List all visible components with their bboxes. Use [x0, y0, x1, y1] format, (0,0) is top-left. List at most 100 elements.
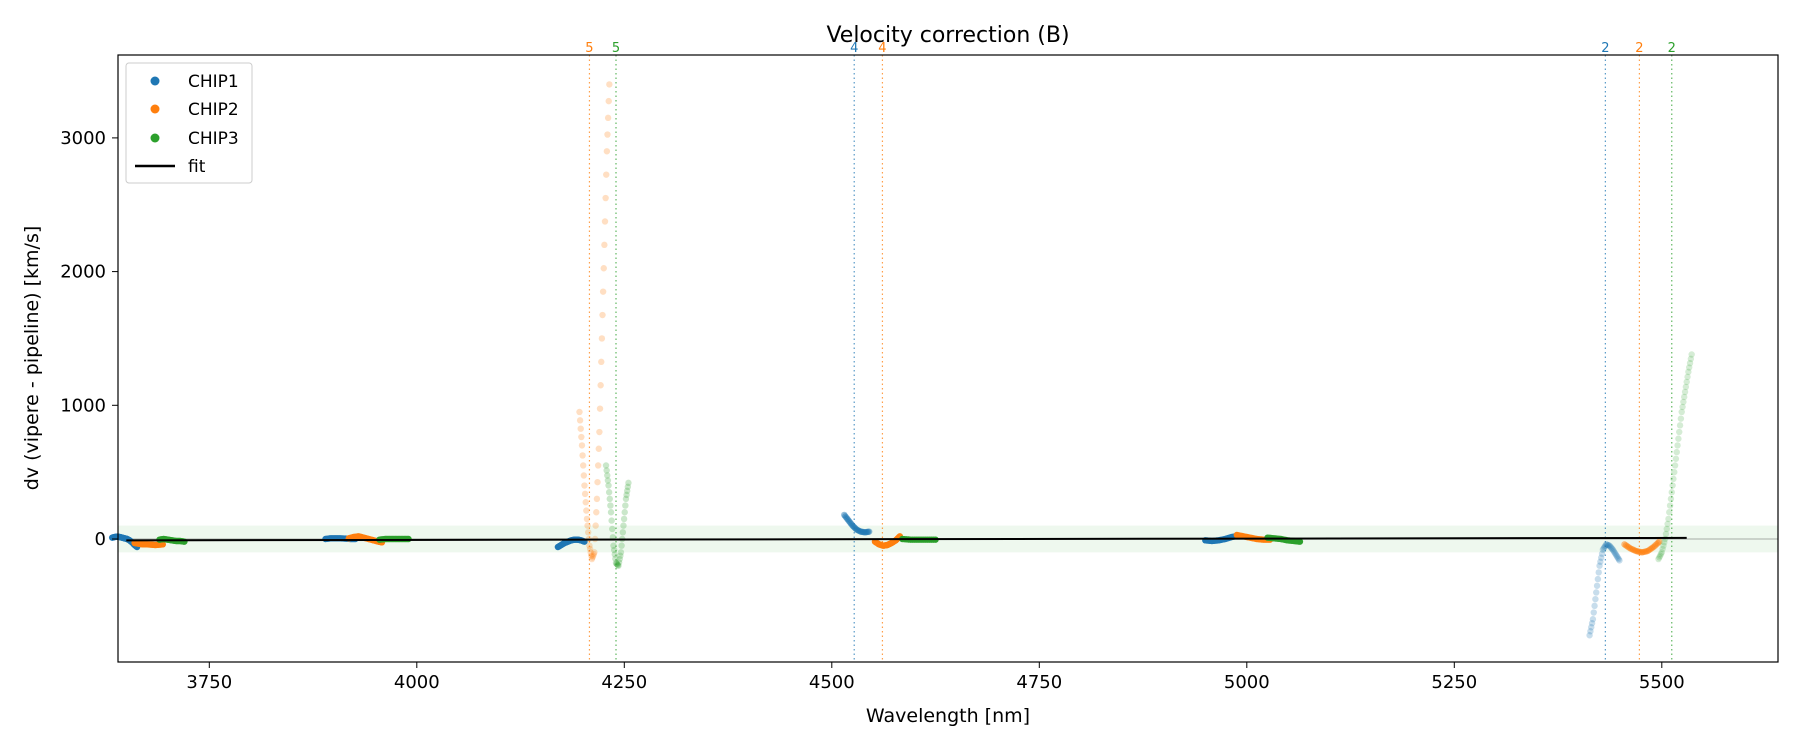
data-point: [616, 555, 623, 563]
data-point: [1659, 545, 1666, 553]
data-point: [578, 433, 585, 441]
data-point: [594, 462, 602, 469]
legend-marker-chip2: [150, 104, 160, 114]
data-point: [1609, 546, 1617, 553]
data-point: [609, 525, 616, 533]
data-point: [1673, 448, 1680, 456]
data-point: [617, 549, 625, 556]
data-point: [1671, 468, 1678, 476]
data-point: [1679, 403, 1686, 411]
data-point: [622, 502, 629, 509]
legend-label-chip1: CHIP1: [188, 72, 239, 92]
data-point: [1660, 542, 1667, 549]
data-point: [1668, 489, 1675, 496]
legend: CHIP1 CHIP2 CHIP3 fit: [125, 62, 253, 184]
data-point: [589, 554, 596, 561]
x-tick-label: 4250: [601, 672, 647, 693]
data-point: [595, 445, 602, 452]
series-chip1-order-4: [841, 511, 873, 536]
data-point: [1664, 520, 1671, 528]
data-point: [1587, 628, 1594, 635]
data-point: [1684, 373, 1691, 381]
data-point: [159, 541, 167, 548]
data-point: [1675, 435, 1682, 442]
series-chip2-order-5: [576, 81, 613, 563]
data-point: [1681, 388, 1689, 396]
data-point: [615, 562, 622, 569]
data-point: [603, 467, 610, 474]
data-point: [1597, 558, 1604, 565]
data-point: [1589, 616, 1597, 623]
data-point: [604, 114, 612, 122]
data-point: [1604, 541, 1612, 549]
data-point: [604, 472, 611, 479]
series-chip2-order-2: [1621, 538, 1663, 556]
series-chip3-order-4: [899, 535, 939, 543]
y-tick-label: 1000: [60, 395, 106, 416]
data-point: [580, 462, 587, 469]
data-point: [1666, 509, 1673, 516]
data-point: [588, 555, 596, 563]
series-chip1-order-5: [554, 536, 588, 551]
data-point: [583, 507, 590, 514]
data-point: [1606, 542, 1613, 549]
data-point: [1676, 428, 1683, 436]
data-point: [589, 552, 597, 559]
data-point: [578, 442, 586, 449]
data-point: [1676, 422, 1684, 429]
data-point: [624, 487, 631, 495]
data-point: [576, 417, 584, 424]
data-point: [599, 288, 607, 295]
data-point: [593, 495, 601, 503]
data-point: [590, 550, 597, 558]
data-point: [592, 522, 599, 529]
data-point: [1681, 393, 1688, 401]
data-point: [594, 478, 601, 486]
data-point: [625, 479, 632, 487]
data-point: [1670, 475, 1677, 483]
data-point: [615, 559, 623, 566]
data-point: [1665, 515, 1672, 523]
data-point: [1658, 549, 1666, 556]
data-point: [587, 549, 594, 556]
data-point: [620, 515, 628, 523]
data-point: [1610, 547, 1617, 555]
data-point: [1655, 555, 1662, 563]
data-point: [622, 495, 630, 503]
data-point: [602, 462, 610, 469]
data-point: [619, 529, 627, 536]
data-point: [1661, 539, 1668, 546]
data-point: [588, 552, 595, 559]
data-point: [620, 522, 627, 529]
data-point: [601, 218, 609, 225]
data-point: [623, 491, 630, 499]
y-axis-label: dv (vipere - pipeline) [km/s]: [21, 226, 43, 491]
data-point: [1657, 550, 1665, 558]
data-point: [1605, 542, 1612, 549]
data-point: [579, 452, 586, 459]
data-point: [605, 489, 613, 496]
x-tick-label: 4500: [809, 672, 855, 693]
data-point: [596, 405, 604, 412]
data-point: [621, 509, 628, 516]
data-point: [1656, 552, 1664, 559]
data-point: [612, 559, 620, 567]
data-point: [618, 542, 625, 549]
data-point: [1614, 554, 1622, 561]
order-marker-label: 2: [1635, 41, 1643, 56]
data-point: [607, 502, 614, 509]
data-point: [584, 522, 591, 529]
data-point: [1596, 562, 1603, 569]
data-point: [1667, 495, 1675, 503]
data-point: [1674, 442, 1681, 449]
data-point: [1663, 525, 1670, 533]
data-point: [583, 515, 591, 523]
data-point: [1683, 378, 1690, 386]
x-tick-label: 4750: [1016, 672, 1062, 693]
data-point: [614, 561, 622, 569]
legend-label-chip2: CHIP2: [188, 100, 239, 120]
data-point: [1599, 546, 1607, 553]
data-point: [599, 311, 606, 319]
data-point: [610, 542, 617, 549]
